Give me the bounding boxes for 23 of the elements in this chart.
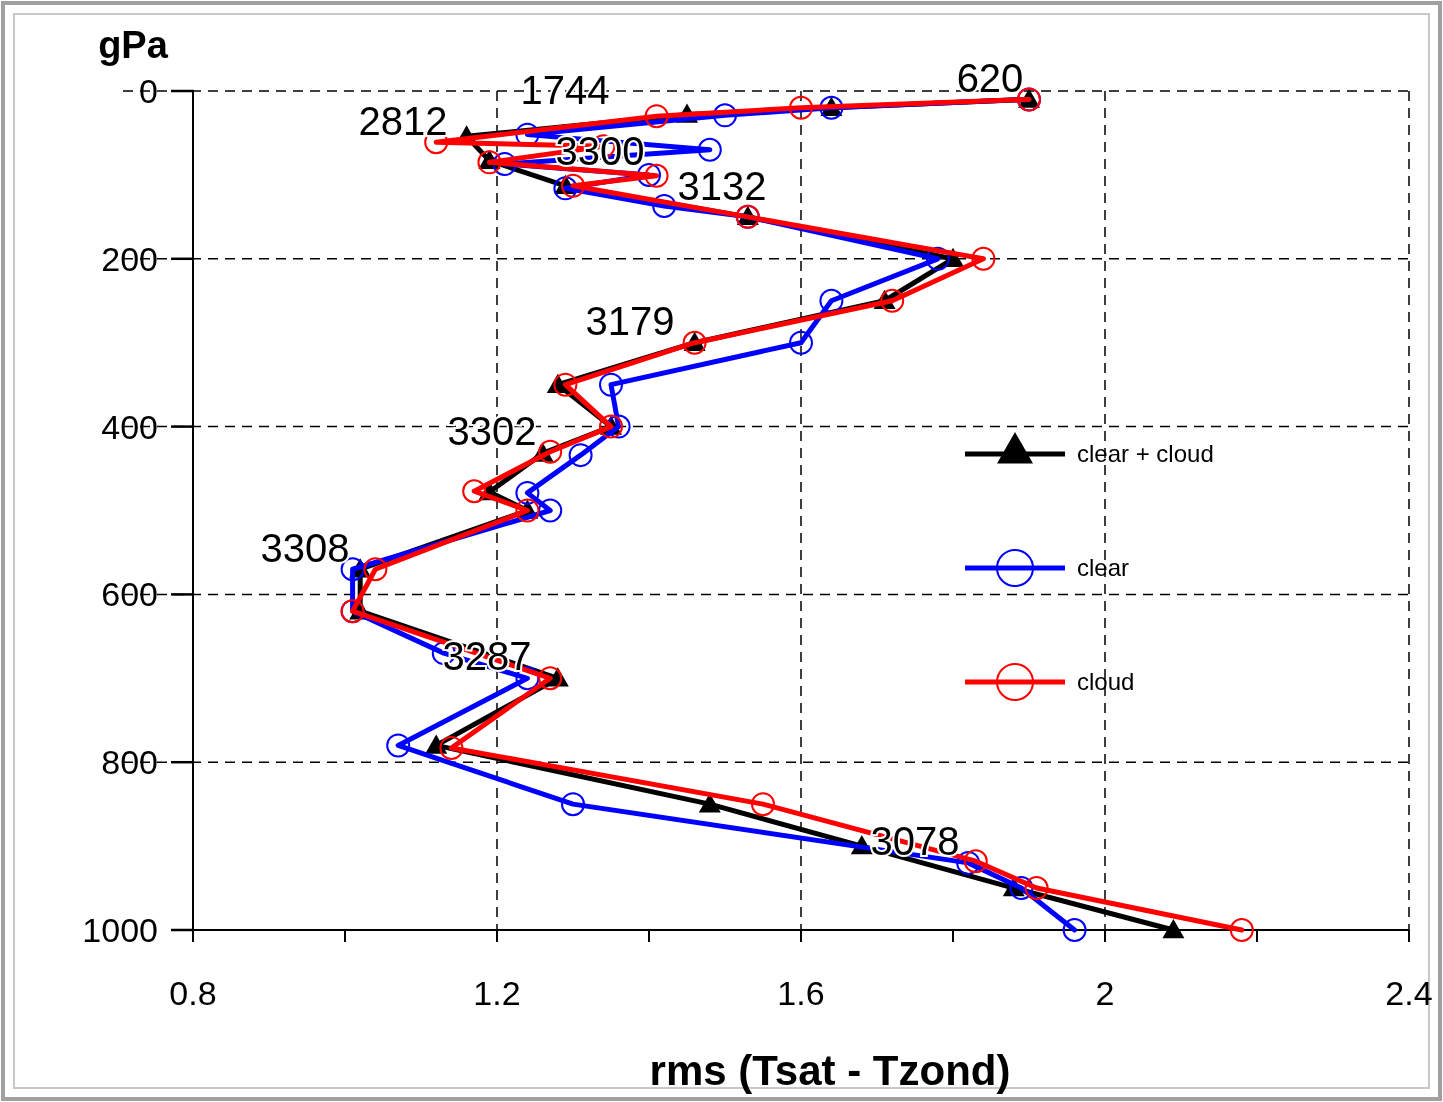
annotation: 1744 — [520, 68, 610, 112]
legend-label: cloud — [1077, 668, 1135, 696]
x-tick-label: 1.2 — [473, 974, 521, 1012]
annotation: 3308 — [260, 526, 350, 570]
y-tick-label: 0 — [139, 71, 158, 110]
x-tick-label: 1.6 — [777, 974, 825, 1012]
annotation: 2812 — [358, 99, 448, 143]
legend-label: clear + cloud — [1077, 440, 1214, 468]
y-tick-label: 200 — [101, 239, 158, 278]
legend-label: clear — [1077, 554, 1130, 582]
y-tick-label: 1000 — [82, 910, 158, 949]
x-tick-label: 2.4 — [1385, 974, 1433, 1012]
annotation: 3300 — [555, 129, 645, 173]
x-axis-title: rms (Tsat - Tzond) — [649, 1047, 1011, 1094]
x-tick-label: 0.8 — [169, 974, 217, 1012]
y-tick-label: 600 — [101, 575, 158, 614]
annotation: 3179 — [585, 299, 675, 343]
annotation: 3132 — [677, 164, 767, 208]
y-axis-title: gPa — [98, 24, 169, 66]
x-tick-label: 2 — [1095, 974, 1115, 1012]
y-tick-label: 800 — [101, 743, 158, 782]
annotation: 620 — [956, 56, 1024, 100]
y-tick-label: 400 — [101, 407, 158, 446]
